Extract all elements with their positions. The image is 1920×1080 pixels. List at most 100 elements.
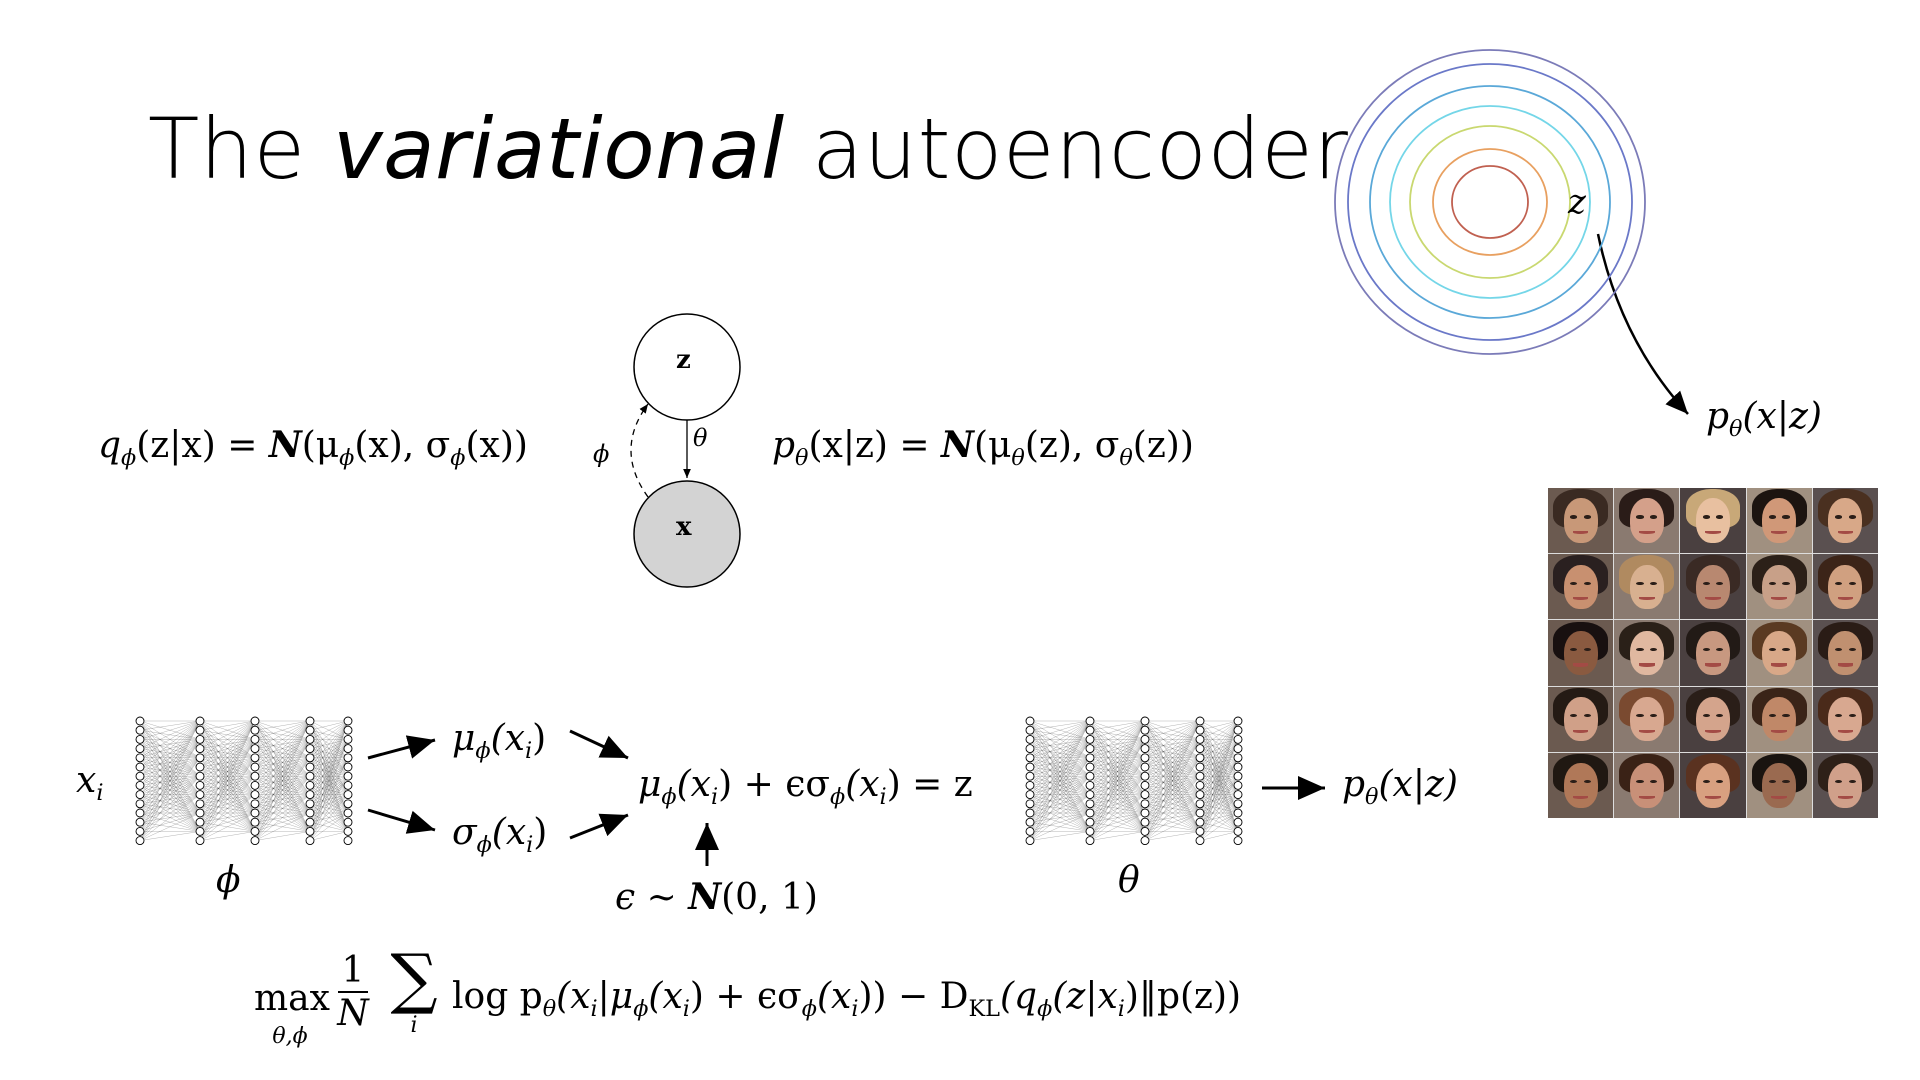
net-neuron — [1085, 771, 1095, 781]
net-neuron — [343, 799, 353, 809]
edge-theta-label: θ — [693, 424, 708, 452]
net-neuron — [135, 836, 145, 846]
net-neuron — [305, 716, 315, 726]
net-neuron — [135, 744, 145, 754]
net-neuron — [343, 780, 353, 790]
face-eye — [1848, 515, 1856, 519]
face-eye — [1702, 713, 1710, 718]
net-neuron — [195, 817, 205, 827]
net-neuron — [135, 799, 145, 809]
face-skin — [1629, 564, 1664, 609]
face-mouth — [1837, 663, 1854, 667]
net-neuron — [250, 716, 260, 726]
summation-operator: ∑ i — [390, 940, 438, 1039]
face-mouth — [1837, 795, 1854, 800]
net-neuron — [343, 734, 353, 744]
face-sample — [1746, 752, 1812, 818]
net-neuron — [250, 836, 260, 846]
face-eye — [1702, 581, 1710, 585]
net-neuron — [250, 734, 260, 744]
net-neuron — [1025, 826, 1035, 836]
net-neuron — [305, 762, 315, 772]
face-eye — [1834, 515, 1843, 519]
face-eye — [1782, 647, 1790, 652]
face-skin — [1828, 498, 1863, 543]
net-edges — [139, 720, 349, 841]
generated-faces-grid — [1548, 488, 1878, 818]
net-neuron — [1233, 808, 1243, 818]
contour-ring — [1451, 165, 1529, 239]
net-neuron — [1085, 744, 1095, 754]
net-neuron — [1140, 799, 1150, 809]
net-neuron — [250, 771, 260, 781]
net-neuron — [135, 826, 145, 836]
net-neuron — [195, 808, 205, 818]
fraction-one-over-n: 1 N — [337, 950, 369, 1034]
net-neuron — [1025, 780, 1035, 790]
face-skin — [1629, 697, 1664, 742]
face-mouth — [1705, 795, 1721, 800]
face-sample — [1548, 752, 1614, 818]
net-neuron — [1140, 734, 1150, 744]
net-neuron — [305, 753, 315, 763]
net-neuron — [1195, 762, 1205, 772]
face-skin — [1563, 697, 1598, 742]
face-eye — [1650, 780, 1658, 784]
net-neuron — [1140, 762, 1150, 772]
face-eye — [1636, 647, 1644, 652]
net-neuron — [1025, 725, 1035, 735]
net-neuron — [250, 725, 260, 735]
face-skin — [1696, 763, 1730, 808]
face-mouth — [1572, 729, 1589, 733]
net-neuron — [343, 836, 353, 846]
face-skin — [1762, 630, 1797, 676]
net-neuron — [135, 808, 145, 818]
net-neuron — [343, 762, 353, 772]
net-neuron — [1140, 725, 1150, 735]
net-neuron — [1140, 780, 1150, 790]
net-neuron — [1140, 744, 1150, 754]
net-neuron — [135, 725, 145, 735]
face-eye — [1782, 713, 1790, 718]
face-skin — [1629, 498, 1664, 543]
face-eye — [1570, 581, 1578, 585]
face-mouth — [1638, 531, 1655, 535]
net-neuron — [195, 744, 205, 754]
net-neuron — [250, 808, 260, 818]
net-neuron — [1195, 808, 1205, 818]
net-neuron — [305, 808, 315, 818]
face-skin — [1563, 630, 1598, 676]
face-eye — [1716, 713, 1724, 718]
face-sample — [1680, 554, 1746, 620]
encoder-network — [135, 716, 353, 846]
net-neuron — [135, 771, 145, 781]
net-neuron — [135, 734, 145, 744]
net-neuron — [1085, 799, 1095, 809]
net-neuron — [1195, 799, 1205, 809]
net-neuron — [1233, 762, 1243, 772]
net-neuron — [343, 771, 353, 781]
net-neuron — [343, 808, 353, 818]
latent-output-label: pθ(x|z) — [1706, 396, 1822, 442]
net-neuron — [1195, 753, 1205, 763]
net-neuron — [1085, 780, 1095, 790]
face-eye — [1650, 713, 1658, 718]
net-neuron — [1085, 836, 1095, 846]
edge-phi — [630, 403, 649, 498]
net-neuron — [1233, 725, 1243, 735]
face-eye — [1848, 713, 1856, 718]
face-mouth — [1638, 597, 1655, 601]
net-neuron — [1195, 734, 1205, 744]
face-eye — [1782, 581, 1790, 585]
face-mouth — [1572, 531, 1589, 535]
net-neuron — [343, 753, 353, 763]
latent-z-label: z — [1568, 182, 1586, 222]
input-x-label: xi — [76, 760, 104, 806]
face-eye — [1834, 713, 1843, 718]
net-neuron — [343, 817, 353, 827]
net-neuron — [135, 716, 145, 726]
face-eye — [1650, 647, 1658, 652]
face-skin — [1762, 697, 1797, 742]
face-mouth — [1638, 729, 1655, 733]
net-neuron — [195, 836, 205, 846]
